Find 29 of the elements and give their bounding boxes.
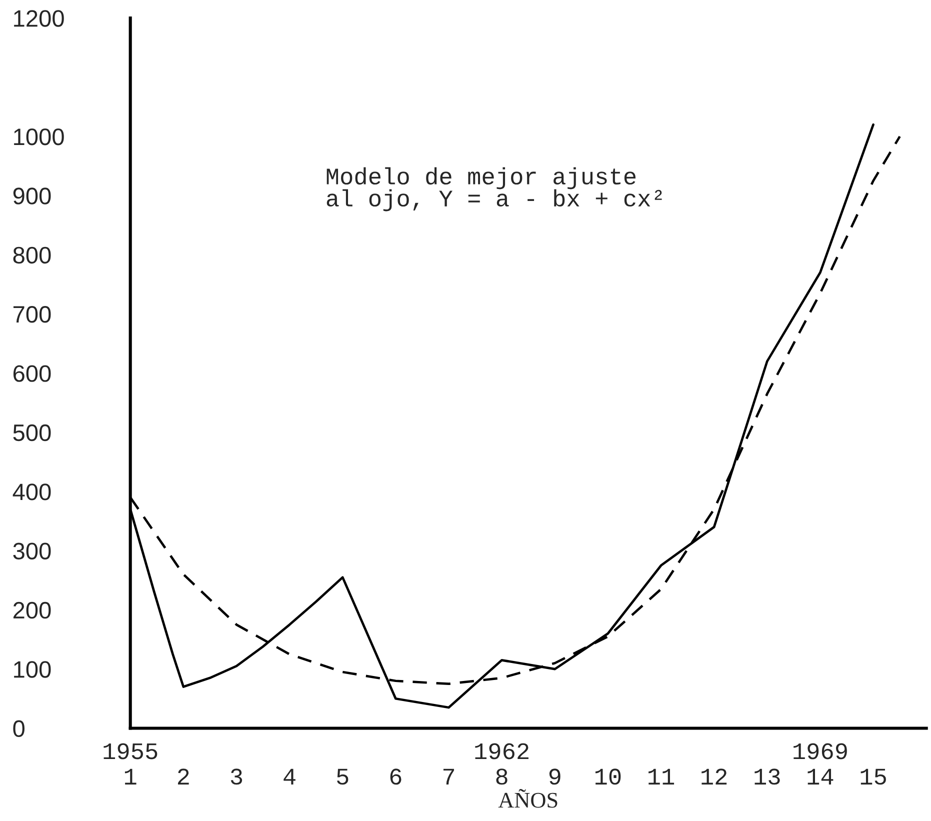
x-tick-label: 1969 14: [794, 743, 847, 784]
x-tick-label: 6: [390, 768, 402, 785]
x-tick-label: 13: [754, 768, 780, 785]
y-tick-label: 800: [13, 246, 51, 264]
x-tick-label: 7: [443, 768, 454, 784]
y-tick-label: 200: [13, 602, 51, 619]
x-tick-label: 15: [860, 768, 886, 785]
x-tick-label: 5: [337, 768, 348, 785]
y-tick-label: 400: [12, 484, 51, 500]
x-tick-label: 1955 1: [104, 743, 158, 784]
x-tick-label: 1962 8: [475, 743, 528, 785]
x-tick-label: 4: [284, 768, 296, 784]
y-tick-label: 600: [13, 365, 51, 382]
x-tick-label: 10: [595, 768, 621, 785]
y-tick-label: 1000: [14, 128, 64, 146]
y-tick-label: 700: [13, 306, 51, 323]
y-tick-label: 100: [14, 661, 51, 678]
y-tick-label: 1200: [14, 10, 64, 27]
y-tick-label: 500: [13, 424, 51, 442]
x-tick-label: 3: [230, 768, 242, 785]
x-tick-label: 11: [648, 768, 674, 784]
x-tick-label: 9: [549, 768, 560, 785]
y-tick-label: 900: [13, 188, 51, 204]
x-tick-label: 2: [178, 768, 189, 784]
y-tick-label: 300: [13, 542, 51, 560]
x-axis-title: AÑOS: [498, 789, 558, 808]
x-tick-label: 12: [702, 768, 727, 784]
annotation: Modelo de mejor ajuste al ojo, Y = a - bx + cx²: [326, 167, 662, 212]
y-tick-label: 0: [13, 720, 24, 738]
